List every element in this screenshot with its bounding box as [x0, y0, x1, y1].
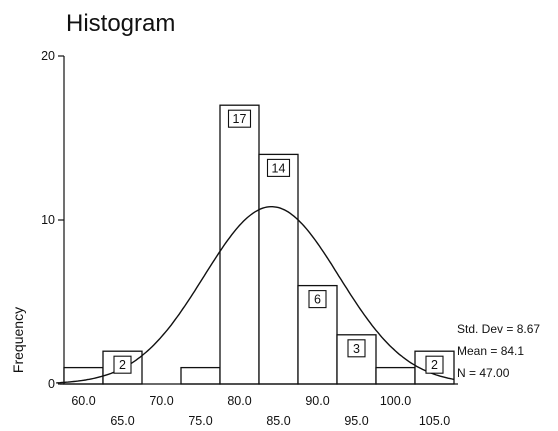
data-label-box [425, 355, 444, 374]
mean-stat: Mean = 84.1 [457, 344, 525, 358]
data-label-box [308, 290, 327, 309]
data-label: 17 [233, 112, 247, 126]
histogram-bar [219, 104, 260, 385]
y-tick-label: 0 [48, 377, 55, 391]
x-tick-label: 100.0 [380, 394, 411, 408]
stats-panel: Std. Dev = 8.67 Mean = 84.1 N = 47.00 [457, 318, 540, 384]
data-label-box [347, 339, 366, 358]
y-tick-label: 10 [41, 213, 55, 227]
data-label: 2 [431, 358, 438, 372]
std-dev-stat: Std. Dev = 8.67 [457, 322, 541, 336]
data-label: 2 [119, 358, 126, 372]
x-tick-label: 90.0 [305, 394, 329, 408]
histogram-bar [375, 366, 416, 385]
data-label: 3 [353, 342, 360, 356]
data-label: 6 [314, 293, 321, 307]
x-tick-label: 60.0 [71, 394, 95, 408]
chart-title: Histogram [66, 10, 176, 37]
x-tick-label: 95.0 [344, 414, 368, 428]
x-tick-label: 75.0 [188, 414, 212, 428]
x-tick-label: 105.0 [419, 414, 450, 428]
x-tick-label: 85.0 [266, 414, 290, 428]
histogram-bar [258, 153, 299, 385]
data-label: 14 [272, 161, 286, 175]
x-tick-label: 80.0 [227, 394, 251, 408]
data-label-box [113, 355, 132, 374]
data-label-box [266, 158, 291, 177]
x-tick-label: 65.0 [110, 414, 134, 428]
n-stat: N = 47.00 [457, 366, 510, 380]
x-tick-label: 70.0 [149, 394, 173, 408]
data-label-box [227, 109, 252, 128]
y-tick-label: 20 [41, 49, 55, 63]
histogram-bar [180, 366, 221, 385]
